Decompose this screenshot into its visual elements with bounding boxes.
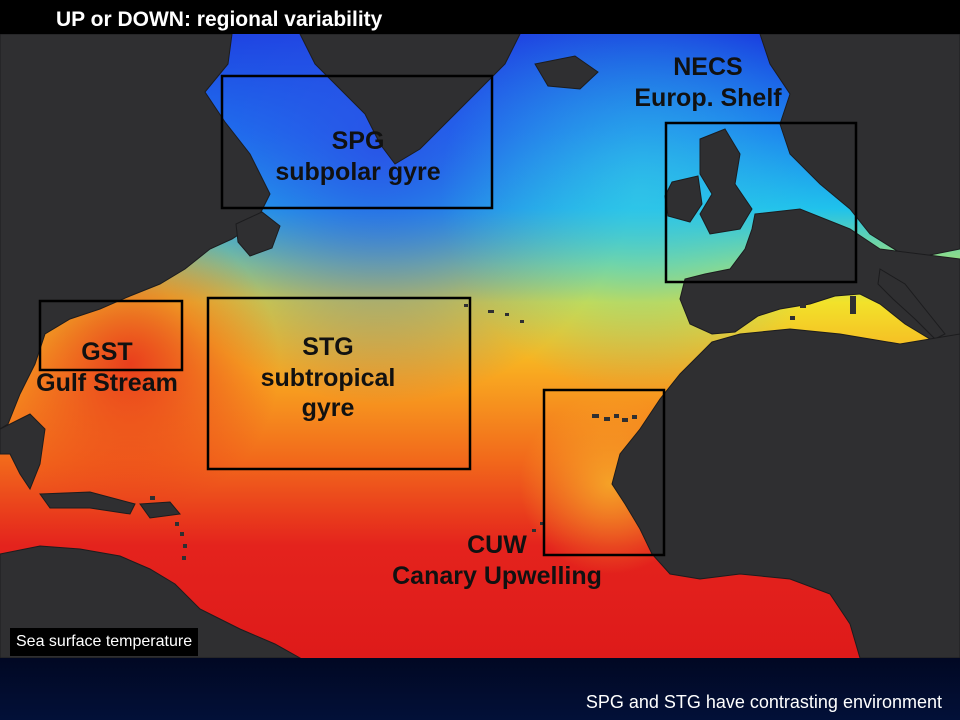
- newfoundland-land: [235, 211, 281, 257]
- sst-map-graphic: [0, 34, 960, 658]
- title-bar: UP or DOWN: regional variability: [0, 0, 960, 34]
- necs-abbr: NECS: [673, 53, 743, 81]
- footer-text: SPG and STG have contrasting environment: [585, 692, 942, 712]
- region-label-cuw: CUW Canary Upwelling: [392, 530, 602, 591]
- gst-name: Gulf Stream: [36, 368, 178, 397]
- iceland-land: [534, 55, 599, 90]
- stg-box: [206, 296, 472, 471]
- africa-land: [611, 328, 960, 658]
- greenland-land: [299, 34, 521, 165]
- scandinavia-land: [759, 34, 960, 260]
- region-label-stg: STG subtropical gyre: [261, 332, 396, 424]
- great-britain-land: [699, 128, 753, 235]
- cuw-name: Canary Upwelling: [392, 561, 602, 590]
- region-label-spg: SPG subpolar gyre: [275, 126, 440, 187]
- gst-abbr: GST: [81, 338, 133, 366]
- stg-abbr: STG: [302, 333, 354, 361]
- hispaniola-land: [139, 501, 181, 519]
- necs-name: Europ. Shelf: [634, 83, 782, 112]
- florida-land: [0, 413, 46, 491]
- spg-box: [220, 74, 494, 210]
- region-label-necs: NECS Europ. Shelf: [634, 52, 781, 113]
- map-caption: Sea surface temperature: [10, 628, 199, 656]
- spg-abbr: SPG: [331, 127, 385, 155]
- cuw-box: [542, 388, 666, 557]
- spg-name: subpolar gyre: [275, 157, 441, 186]
- cuba-land: [39, 491, 136, 515]
- gst-box: [38, 299, 184, 372]
- region-label-gst: GST Gulf Stream: [36, 337, 178, 398]
- page-title: UP or DOWN: regional variability: [56, 8, 383, 31]
- cuw-abbr: CUW: [467, 531, 527, 559]
- stg-name-line2: gyre: [301, 394, 355, 422]
- sst-map: SPG subpolar gyre NECS Europ. Shelf GST …: [0, 34, 960, 658]
- necs-box: [664, 121, 858, 284]
- footer-bar: SPG and STG have contrasting environment: [0, 658, 960, 720]
- north-america-land: [0, 34, 271, 430]
- stg-name: subtropical: [260, 363, 396, 392]
